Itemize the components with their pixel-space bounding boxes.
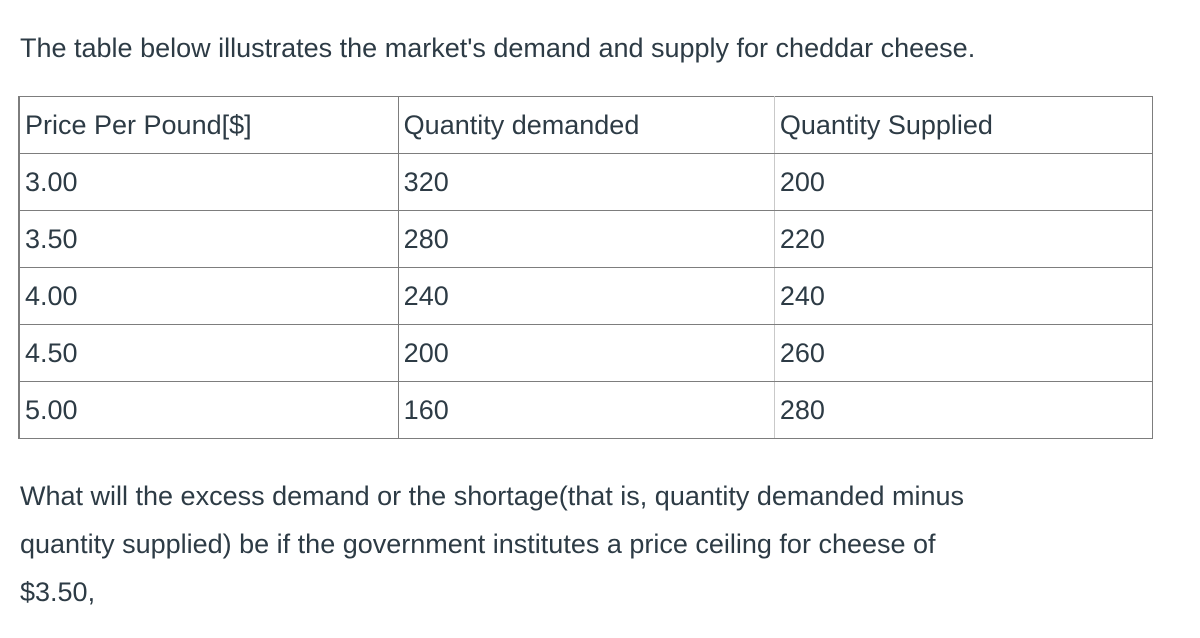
- cell-quantity-demanded: 200: [397, 324, 775, 382]
- cell-price: 3.50: [17, 210, 399, 268]
- cell-price: 4.50: [17, 324, 399, 382]
- cell-quantity-demanded: 160: [397, 381, 775, 439]
- table-row: 5.00 160 280: [17, 381, 1154, 439]
- table-row: 4.50 200 260: [17, 324, 1154, 382]
- table-row: 4.00 240 240: [17, 267, 1154, 325]
- question-line: quantity supplied) be if the government …: [20, 529, 936, 559]
- question-text: What will the excess demand or the short…: [20, 472, 1170, 616]
- table-row: 3.00 320 200: [17, 153, 1154, 211]
- supply-demand-table: Price Per Pound[$] Quantity demanded Qua…: [17, 96, 1154, 439]
- cell-quantity-demanded: 280: [397, 210, 775, 268]
- cell-quantity-demanded: 320: [397, 153, 775, 211]
- header-quantity-supplied: Quantity Supplied: [773, 96, 1154, 154]
- table-row: 3.50 280 220: [17, 210, 1154, 268]
- cell-quantity-supplied: 240: [773, 267, 1154, 325]
- cell-quantity-supplied: 200: [773, 153, 1154, 211]
- cell-quantity-demanded: 240: [397, 267, 775, 325]
- cell-quantity-supplied: 260: [773, 324, 1154, 382]
- question-line: What will the excess demand or the short…: [20, 481, 964, 511]
- cell-price: 5.00: [17, 381, 399, 439]
- header-price: Price Per Pound[$]: [17, 96, 399, 154]
- cell-quantity-supplied: 280: [773, 381, 1154, 439]
- cell-quantity-supplied: 220: [773, 210, 1154, 268]
- table-header-row: Price Per Pound[$] Quantity demanded Qua…: [17, 96, 1154, 154]
- header-quantity-demanded: Quantity demanded: [397, 96, 775, 154]
- cell-price: 4.00: [17, 267, 399, 325]
- intro-text: The table below illustrates the market's…: [20, 33, 976, 63]
- question-line: $3.50,: [20, 577, 96, 607]
- cell-price: 3.00: [17, 153, 399, 211]
